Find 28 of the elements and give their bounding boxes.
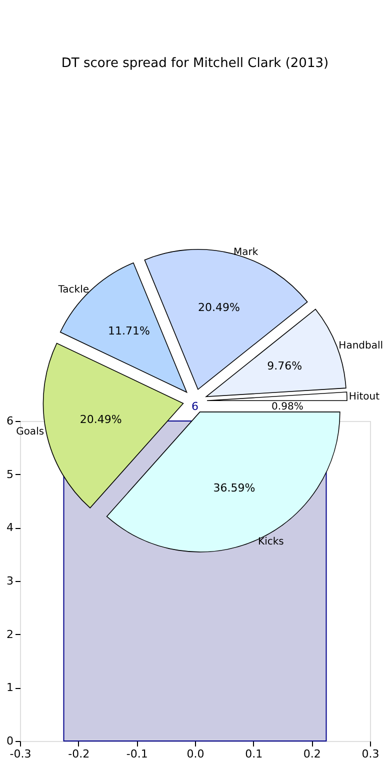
slice-label: Tackle [57, 284, 90, 296]
x-tick-label: 0.2 [303, 748, 321, 760]
y-tick-label: 5 [6, 468, 14, 481]
x-tick-label: -0.3 [10, 748, 32, 760]
y-tick-label: 2 [6, 628, 14, 641]
y-tick-label: 1 [6, 681, 14, 694]
x-tick-label: -0.2 [68, 748, 90, 760]
data-label: 36.59% [213, 482, 256, 495]
y-tick-label: 0 [6, 734, 14, 748]
annotation: 6 [192, 400, 198, 413]
slice-label: Mark [233, 246, 258, 258]
data-label: 9.76% [267, 359, 302, 372]
slice-label: Handball [338, 340, 384, 352]
y-tick-label: 6 [6, 414, 14, 428]
legend-label: Goals [16, 426, 44, 438]
data-label: 20.49% [80, 413, 122, 426]
x-tick-label: 0.0 [186, 748, 204, 760]
x-tick-label: 0.3 [362, 748, 380, 760]
y-tick-label: 4 [6, 521, 14, 534]
data-label: 0.98% [272, 401, 304, 412]
data-label: 11.71% [108, 324, 150, 338]
chart-title: DT score spread for Mitchell Clark (2013) [61, 56, 329, 71]
slice-label: Hitout [348, 391, 380, 402]
y-tick-label: 3 [6, 574, 14, 588]
x-tick-label: 0.1 [245, 748, 263, 760]
slice-label: Kicks [258, 536, 284, 548]
data-label: 20.49% [198, 301, 240, 314]
x-tick-label: -0.1 [126, 748, 148, 760]
